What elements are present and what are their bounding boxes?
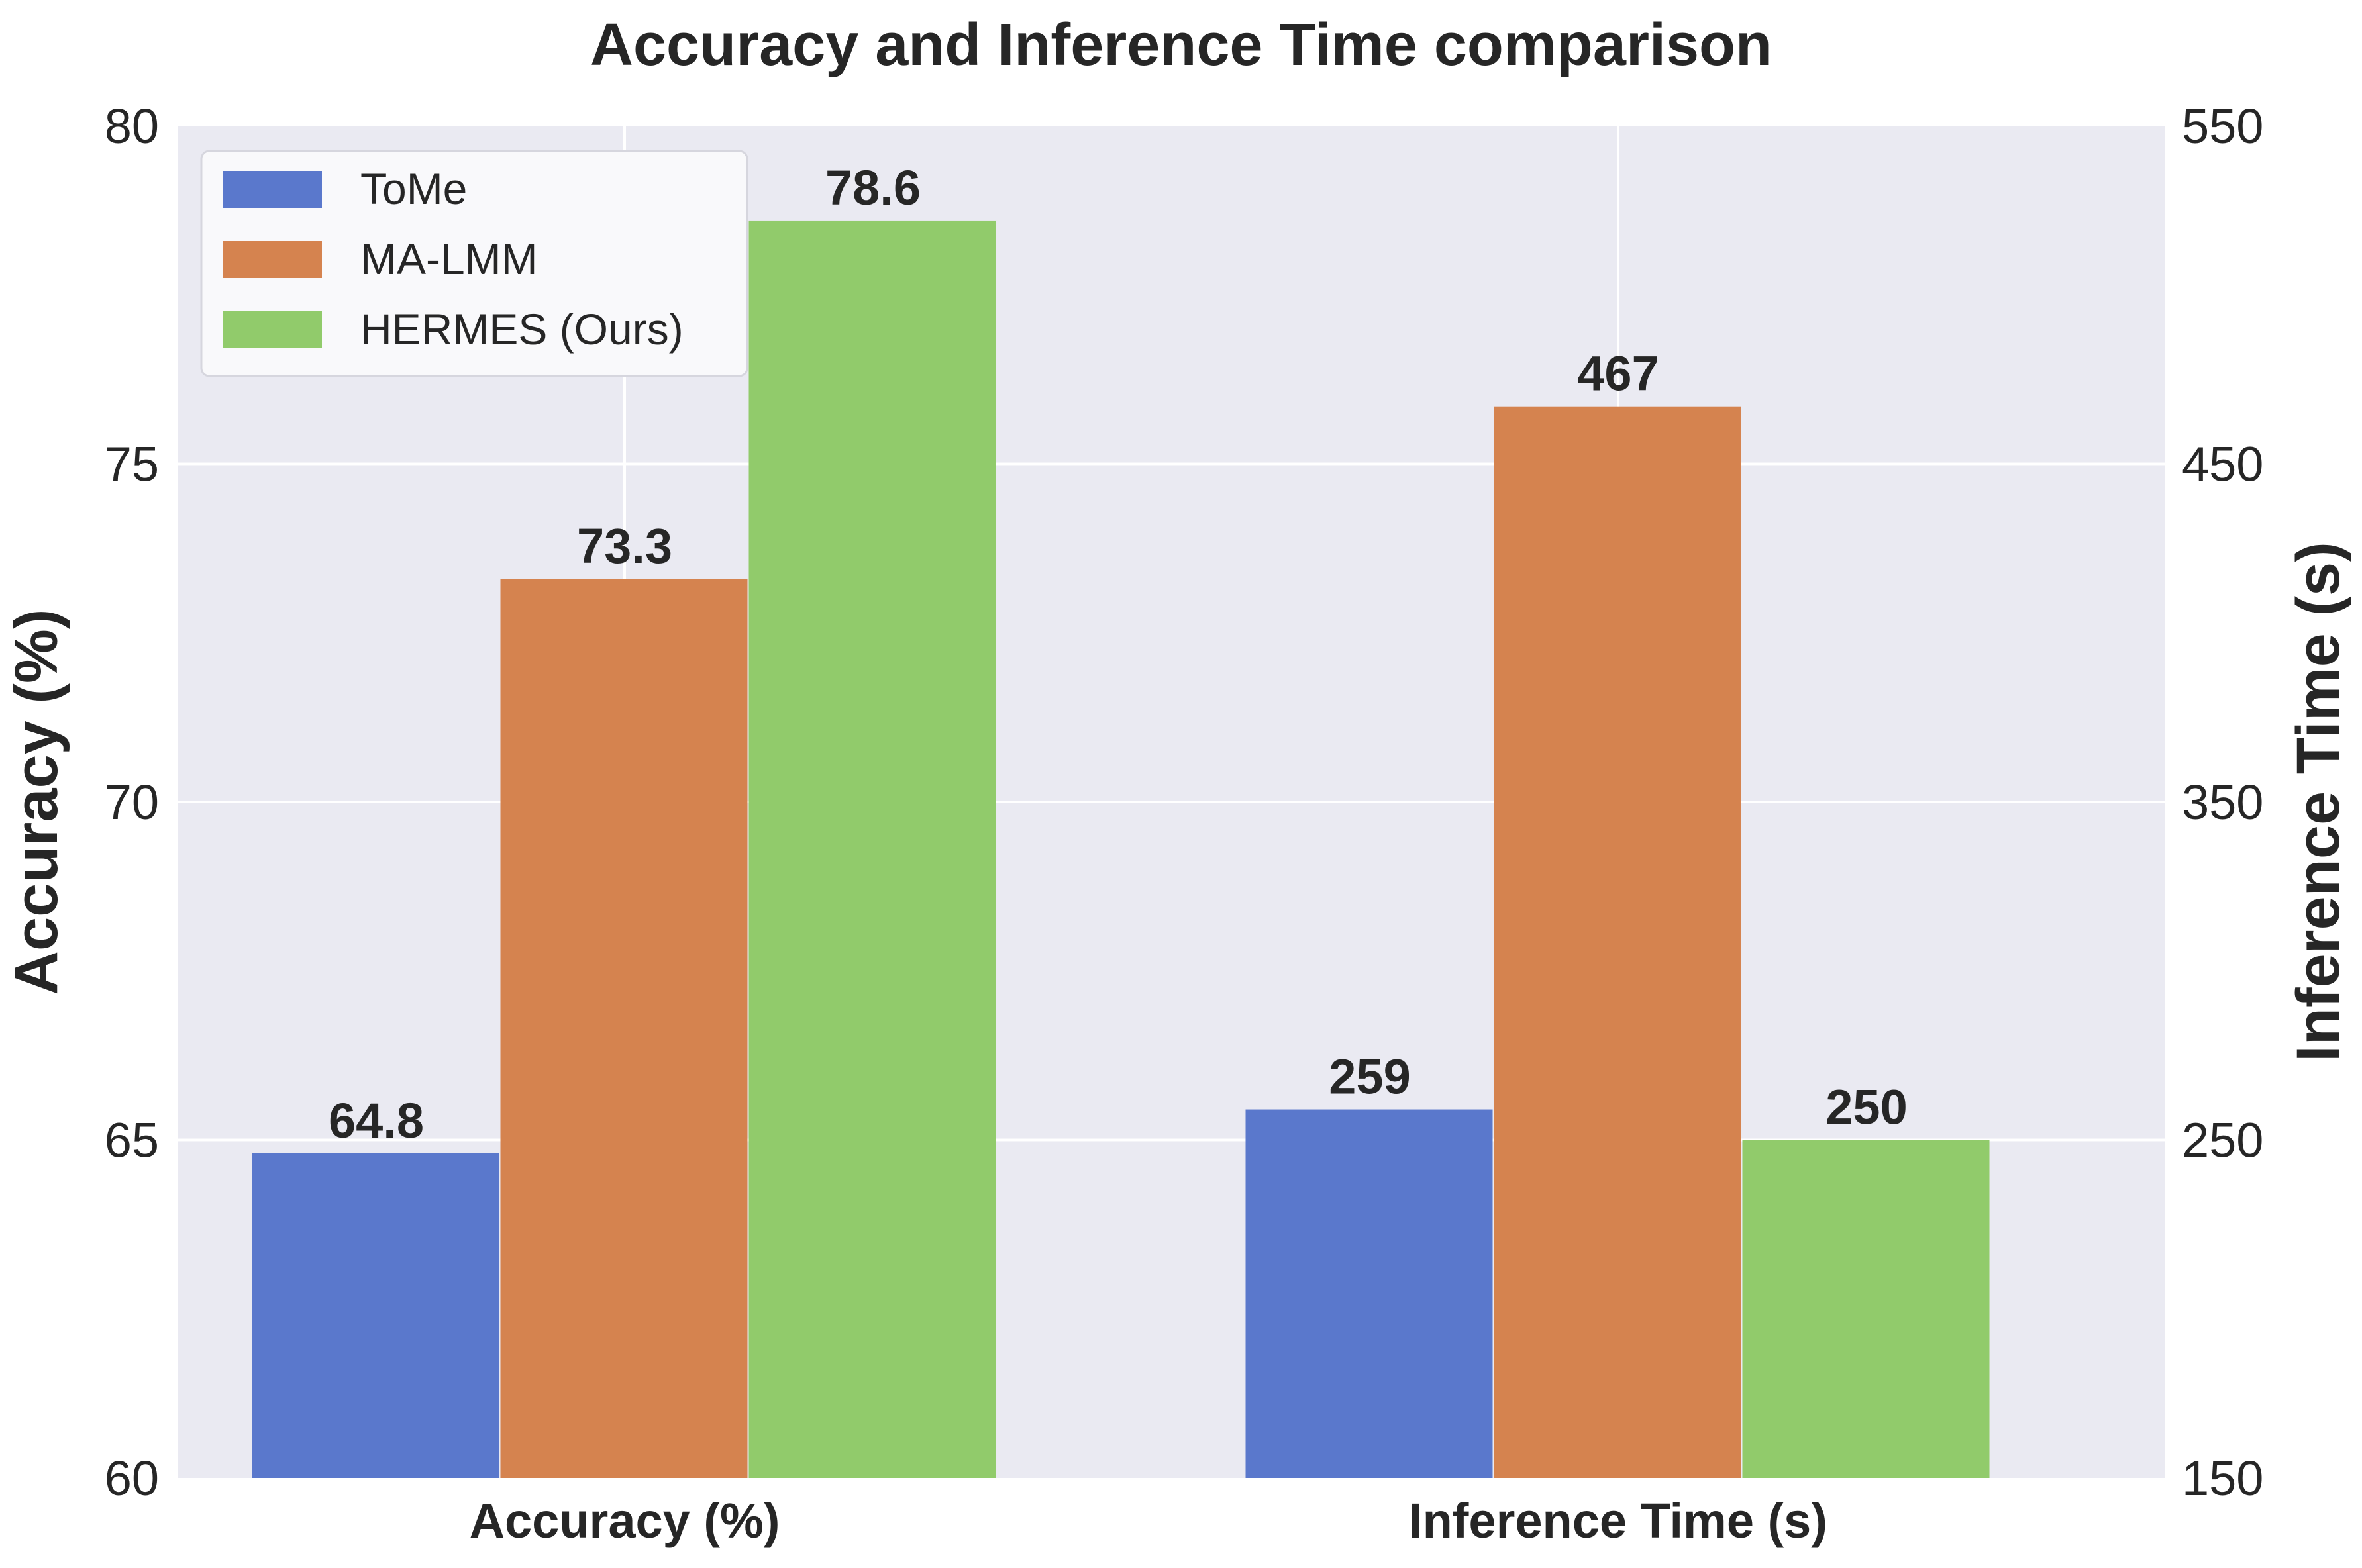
legend-label: HERMES (Ours) bbox=[360, 305, 684, 354]
left-tick-label: 75 bbox=[105, 437, 159, 492]
y-axis-right-label: Inference Time (s) bbox=[2285, 542, 2352, 1062]
legend: ToMe MA-LMM HERMES (Ours) bbox=[200, 150, 748, 377]
right-tick-label: 250 bbox=[2182, 1113, 2263, 1168]
data-label: 64.8 bbox=[329, 1093, 424, 1148]
data-label: 250 bbox=[1825, 1080, 1907, 1135]
right-tick-label: 150 bbox=[2182, 1451, 2263, 1506]
left-tick-label: 60 bbox=[105, 1451, 159, 1506]
bars bbox=[252, 220, 1990, 1479]
category-label: Inference Time (s) bbox=[1409, 1493, 1827, 1548]
bar-2-0 bbox=[748, 220, 996, 1479]
bar-0-0 bbox=[252, 1153, 499, 1478]
right-axis-ticks: 150 250 350 450 550 bbox=[2182, 99, 2263, 1506]
data-label: 78.6 bbox=[825, 160, 921, 215]
bar-2-1 bbox=[1742, 1140, 1990, 1478]
data-labels: 64.8 73.3 78.6 259 467 250 bbox=[329, 160, 1908, 1148]
chart-title: Accuracy and Inference Time comparison bbox=[590, 12, 1772, 78]
category-label: Accuracy (%) bbox=[470, 1493, 780, 1548]
legend-box bbox=[200, 150, 748, 377]
right-tick-label: 450 bbox=[2182, 437, 2263, 492]
bar-1-1 bbox=[1494, 406, 1741, 1478]
bar-0-1 bbox=[1245, 1109, 1493, 1478]
left-tick-label: 65 bbox=[105, 1113, 159, 1168]
legend-label: ToMe bbox=[360, 164, 467, 213]
bar-1-0 bbox=[500, 579, 748, 1478]
left-tick-label: 70 bbox=[105, 775, 159, 830]
left-axis-ticks: 60 65 70 75 80 bbox=[105, 99, 159, 1506]
left-tick-label: 80 bbox=[105, 99, 159, 154]
data-label: 259 bbox=[1329, 1050, 1410, 1104]
legend-label: MA-LMM bbox=[360, 234, 538, 283]
right-tick-label: 350 bbox=[2182, 775, 2263, 830]
legend-swatch bbox=[223, 241, 322, 278]
data-label: 467 bbox=[1577, 346, 1659, 401]
legend-swatch bbox=[223, 171, 322, 208]
category-labels: Accuracy (%) Inference Time (s) bbox=[470, 1493, 1827, 1548]
data-label: 73.3 bbox=[577, 518, 672, 573]
y-axis-left-label: Accuracy (%) bbox=[3, 609, 70, 995]
legend-swatch bbox=[223, 311, 322, 348]
right-tick-label: 550 bbox=[2182, 99, 2263, 154]
